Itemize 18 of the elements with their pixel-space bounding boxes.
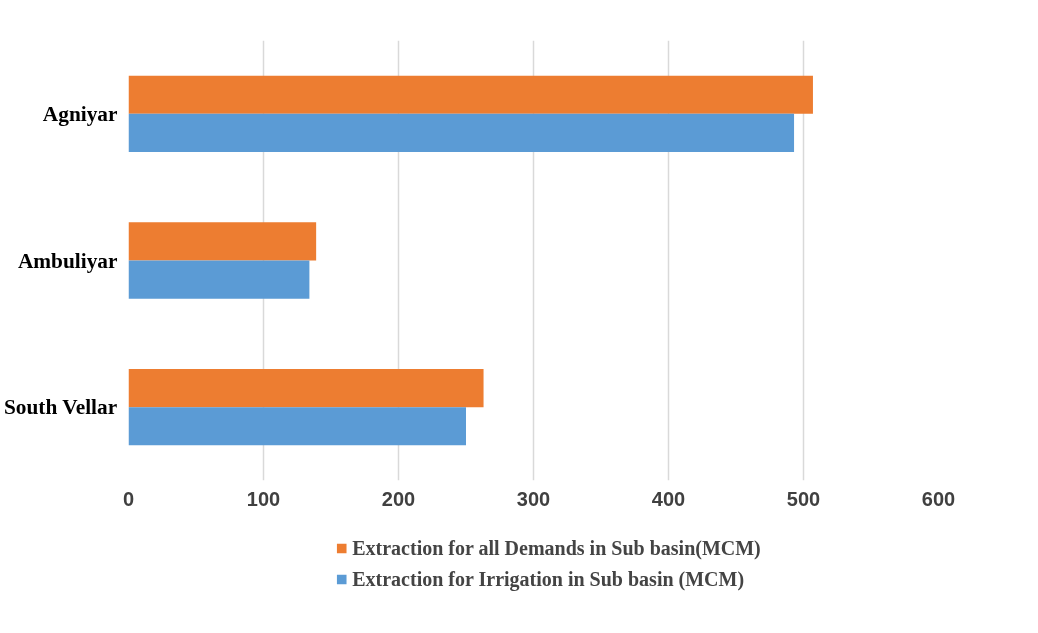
x-tick-label: 300: [516, 487, 551, 510]
x-tick-label: 0: [122, 487, 135, 510]
y-tick-label: South Vellar: [3, 395, 118, 420]
bar: [128, 113, 795, 152]
legend-label: Extraction for Irrigation in Sub basin (MCM): [352, 567, 745, 591]
x-tick-label: 600: [921, 487, 956, 510]
bar: [128, 75, 813, 114]
legend-label: Extraction for all Demands in Sub basin(MCM): [352, 536, 761, 560]
x-tick-label: 400: [651, 487, 686, 510]
y-tick-label: Ambuliyar: [17, 248, 119, 273]
x-tick-label: 500: [786, 487, 821, 510]
bar: [128, 369, 484, 408]
bar: [128, 260, 310, 299]
x-tick-label: 200: [381, 487, 416, 510]
bar: [128, 407, 466, 446]
bar: [128, 222, 317, 261]
y-tick-label: Agniyar: [42, 101, 119, 126]
x-tick-label: 100: [246, 487, 281, 510]
